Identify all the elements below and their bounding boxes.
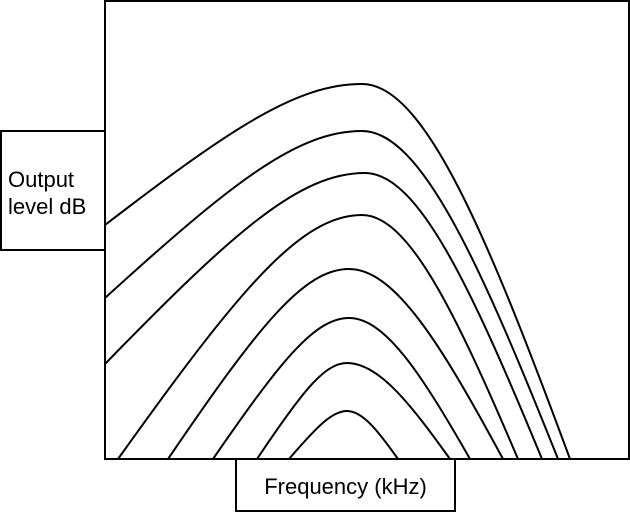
x-axis-label: Frequency (kHz) <box>235 458 456 512</box>
y-axis-label: Output level dB <box>0 130 106 251</box>
response-curve-6 <box>212 316 471 460</box>
response-curve-4 <box>117 213 519 460</box>
response-curve-7 <box>256 361 451 460</box>
response-curve-1 <box>104 82 571 460</box>
plot-frame <box>104 0 630 460</box>
response-curve-2 <box>104 129 559 460</box>
response-curves <box>104 82 571 460</box>
response-curve-3 <box>104 171 543 460</box>
response-curve-5 <box>167 267 504 460</box>
response-curve-8 <box>288 409 399 460</box>
